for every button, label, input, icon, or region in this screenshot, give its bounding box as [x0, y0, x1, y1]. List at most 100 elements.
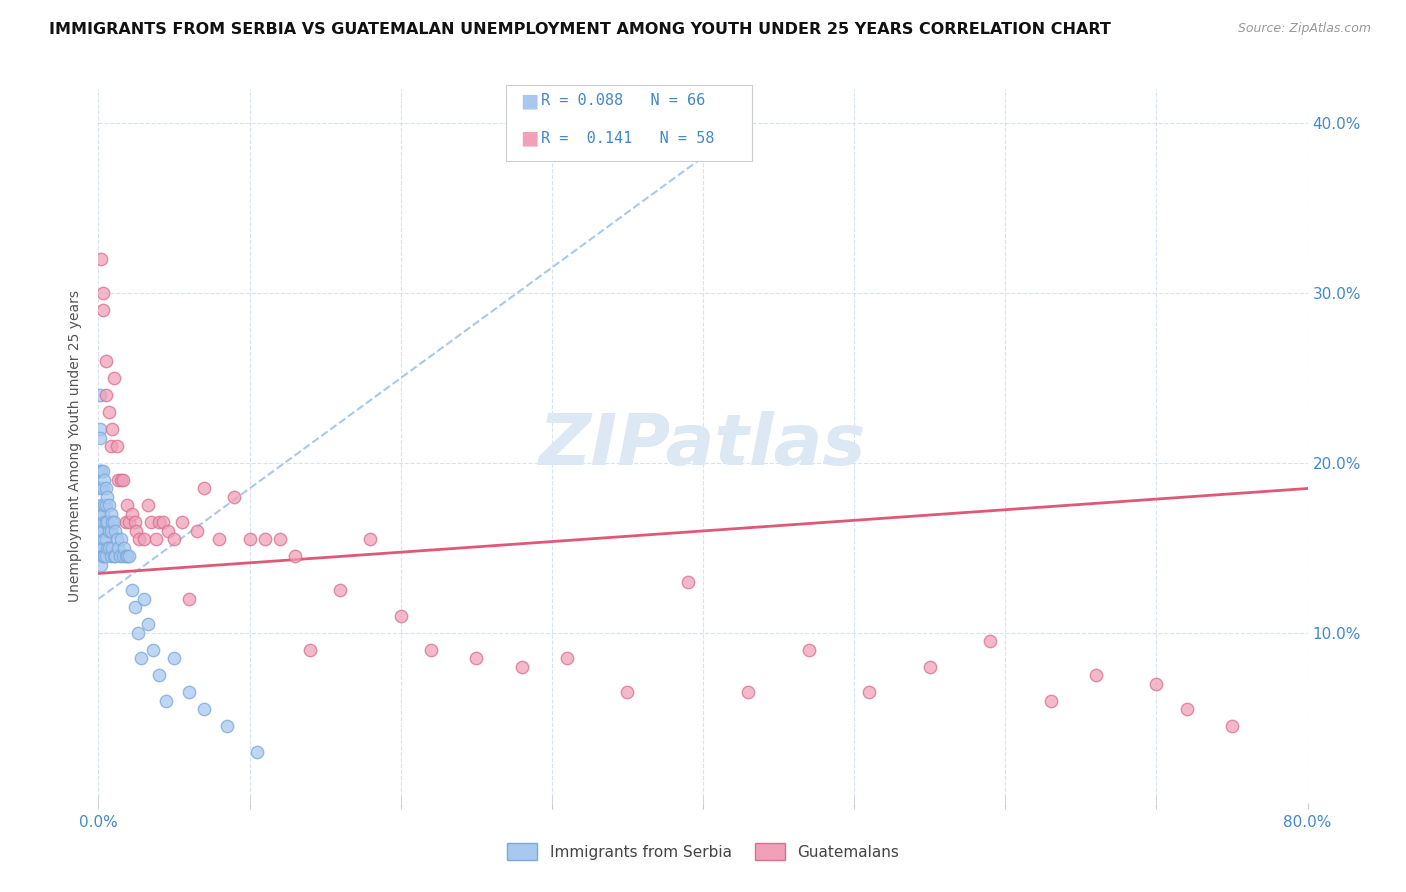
Point — [111, 549, 134, 564]
Point — [94, 516, 117, 530]
Point — [1039, 694, 1062, 708]
Point — [100, 524, 122, 538]
Point — [115, 549, 138, 564]
Point — [94, 533, 117, 547]
Point — [118, 516, 141, 530]
Point — [98, 499, 121, 513]
Point — [163, 533, 186, 547]
Point — [129, 651, 152, 665]
Point — [858, 685, 880, 699]
Point — [215, 719, 238, 733]
Text: Source: ZipAtlas.com: Source: ZipAtlas.com — [1237, 22, 1371, 36]
Point — [93, 533, 115, 547]
Point — [208, 533, 231, 547]
Point — [121, 507, 143, 521]
Point — [110, 533, 132, 547]
Point — [193, 482, 215, 496]
Point — [91, 541, 114, 555]
Point — [1220, 719, 1243, 733]
Point — [103, 516, 125, 530]
Point — [125, 524, 148, 538]
Point — [90, 499, 112, 513]
Point — [101, 422, 124, 436]
Point — [89, 465, 111, 479]
Point — [510, 660, 533, 674]
Point — [98, 541, 121, 555]
Point — [104, 524, 127, 538]
Point — [389, 608, 412, 623]
Point — [96, 516, 118, 530]
Point — [93, 516, 115, 530]
Point — [299, 643, 322, 657]
Point — [94, 549, 117, 564]
Point — [127, 626, 149, 640]
Point — [91, 524, 114, 538]
Point — [179, 685, 201, 699]
Point — [136, 499, 159, 513]
Point — [98, 524, 121, 538]
Point — [91, 549, 114, 564]
Point — [90, 252, 112, 266]
Text: ■: ■ — [520, 128, 538, 148]
Point — [90, 549, 112, 564]
Point — [156, 524, 179, 538]
Point — [90, 541, 112, 555]
Point — [118, 549, 141, 564]
Legend: Immigrants from Serbia, Guatemalans: Immigrants from Serbia, Guatemalans — [501, 837, 905, 866]
Point — [91, 507, 114, 521]
Point — [155, 694, 177, 708]
Point — [93, 473, 115, 487]
Point — [105, 439, 128, 453]
Point — [89, 507, 111, 521]
Point — [136, 617, 159, 632]
Point — [1085, 668, 1108, 682]
Point — [90, 524, 112, 538]
Point — [114, 549, 136, 564]
Point — [110, 473, 132, 487]
Point — [224, 490, 246, 504]
Y-axis label: Unemployment Among Youth under 25 years: Unemployment Among Youth under 25 years — [69, 290, 83, 602]
Point — [91, 482, 114, 496]
Point — [555, 651, 578, 665]
Point — [676, 574, 699, 589]
Point — [616, 685, 638, 699]
Point — [329, 583, 352, 598]
Point — [90, 558, 112, 572]
Point — [141, 516, 163, 530]
Point — [112, 541, 135, 555]
Point — [145, 533, 167, 547]
Text: R = 0.088   N = 66: R = 0.088 N = 66 — [541, 94, 706, 108]
Text: IMMIGRANTS FROM SERBIA VS GUATEMALAN UNEMPLOYMENT AMONG YOUTH UNDER 25 YEARS COR: IMMIGRANTS FROM SERBIA VS GUATEMALAN UNE… — [49, 22, 1111, 37]
Point — [253, 533, 276, 547]
Point — [91, 286, 114, 301]
Point — [918, 660, 941, 674]
Point — [108, 549, 131, 564]
Point — [1175, 702, 1198, 716]
Text: R =  0.141   N = 58: R = 0.141 N = 58 — [541, 131, 714, 145]
Point — [152, 516, 174, 530]
Point — [98, 405, 121, 419]
Point — [96, 541, 118, 555]
Point — [284, 549, 307, 564]
Point — [96, 490, 118, 504]
Point — [132, 591, 155, 606]
Point — [89, 388, 111, 402]
Point — [100, 439, 122, 453]
Point — [90, 465, 112, 479]
Point — [89, 430, 111, 444]
Point — [148, 668, 170, 682]
Point — [186, 524, 208, 538]
Point — [111, 473, 134, 487]
Point — [89, 482, 111, 496]
Point — [94, 499, 117, 513]
Text: ZIPatlas: ZIPatlas — [540, 411, 866, 481]
Point — [170, 516, 193, 530]
Point — [94, 482, 117, 496]
Point — [132, 533, 155, 547]
Point — [360, 533, 382, 547]
Point — [797, 643, 820, 657]
Point — [737, 685, 759, 699]
Point — [107, 541, 129, 555]
Point — [142, 643, 165, 657]
Point — [121, 583, 143, 598]
